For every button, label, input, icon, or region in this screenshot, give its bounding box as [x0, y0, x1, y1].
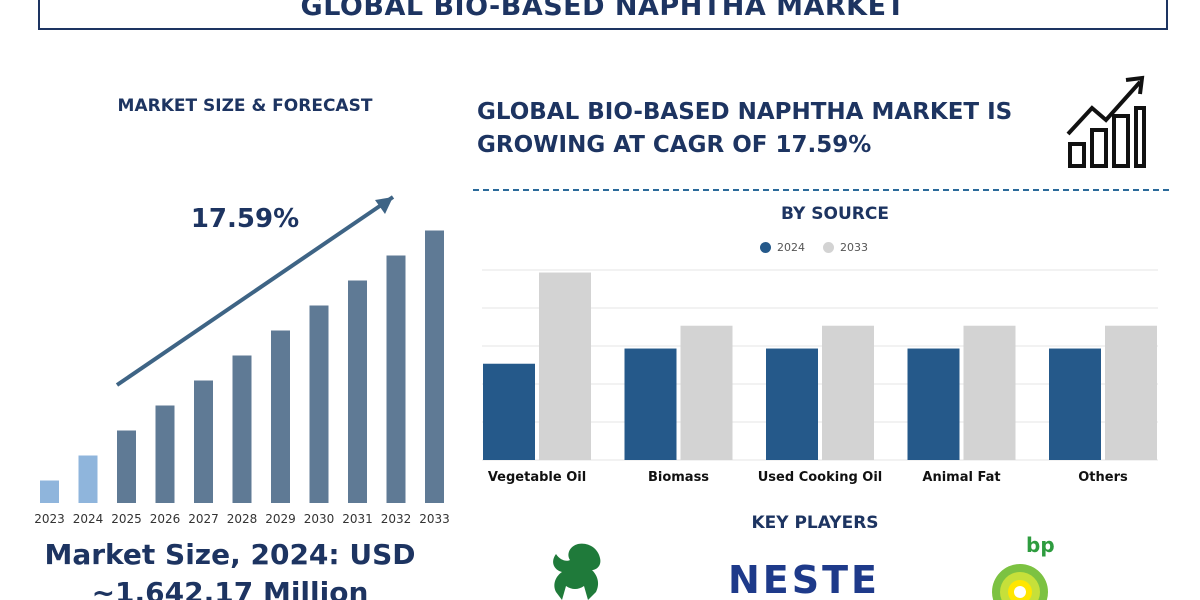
- forecast-bar-2025: [117, 430, 136, 503]
- trend-arrow-icon: [115, 195, 395, 387]
- neste-logo: NESTE: [728, 558, 881, 600]
- source-tick-biomass: Biomass: [648, 470, 709, 485]
- forecast-bar-2032: [386, 255, 406, 503]
- growth-chart-icon: [1066, 75, 1146, 168]
- forecast-bar-2028: [232, 355, 252, 503]
- forecast-tick-2028: 2028: [227, 512, 258, 526]
- forecast-bar-2031: [348, 280, 367, 503]
- forecast-tick-2025: 2025: [111, 512, 142, 526]
- key-players-heading: KEY PLAYERS: [751, 513, 879, 533]
- source-tick-used-cooking-oil: Used Cooking Oil: [758, 470, 883, 485]
- by-source-heading: BY SOURCE: [781, 204, 889, 224]
- forecast-tick-2024: 2024: [73, 512, 104, 526]
- forecast-tick-2023: 2023: [34, 512, 65, 526]
- forecast-bar-2029: [271, 330, 290, 503]
- headline-line-2: GROWING AT CAGR OF 17.59%: [477, 132, 872, 158]
- section-divider: [473, 189, 1169, 191]
- source-bar-2033-used-cooking-oil: [822, 325, 874, 460]
- forecast-tick-2030: 2030: [304, 512, 335, 526]
- title-banner: GLOBAL BIO-BASED NAPHTHA MARKET: [38, 0, 1168, 30]
- source-bar-2024-animal-fat: [907, 348, 960, 460]
- forecast-heading: MARKET SIZE & FORECAST: [117, 96, 373, 116]
- legend-swatch-2033: [823, 242, 834, 253]
- forecast-tick-2027: 2027: [188, 512, 219, 526]
- bp-logo-text: bp: [1026, 533, 1055, 557]
- market-size-summary: Market Size, 2024: USD ~1,642.17 Million: [20, 536, 440, 600]
- source-legend: 2024 2033: [760, 241, 886, 254]
- market-size-line-2: ~1,642.17 Million: [91, 576, 369, 600]
- forecast-bar-2023: [40, 480, 59, 503]
- legend-item-2024: 2024: [760, 241, 805, 254]
- legend-label-2033: 2033: [840, 241, 868, 254]
- forecast-bar-2026: [155, 405, 175, 503]
- source-bar-2033-animal-fat: [963, 325, 1016, 460]
- source-bar-2024-biomass: [624, 348, 677, 460]
- forecast-tick-2031: 2031: [342, 512, 373, 526]
- griffin-logo: [553, 543, 601, 600]
- forecast-bar-chart: 2023 2024 2025 2026 2027 2028 2029 2030 2031 2032…: [34, 195, 450, 526]
- source-bar-2024-used-cooking-oil: [766, 348, 818, 460]
- forecast-tick-2029: 2029: [265, 512, 296, 526]
- forecast-bar-2024: [78, 455, 98, 503]
- source-bar-chart: Vegetable Oil Biomass Used Cooking Oil Anim…: [482, 269, 1158, 485]
- forecast-tick-2026: 2026: [150, 512, 181, 526]
- source-tick-animal-fat: Animal Fat: [922, 470, 1000, 485]
- forecast-tick-2032: 2032: [381, 512, 412, 526]
- source-bar-2033-others: [1105, 325, 1157, 460]
- legend-label-2024: 2024: [777, 241, 805, 254]
- source-tick-vegetable-oil: Vegetable Oil: [488, 470, 586, 485]
- legend-swatch-2024: [760, 242, 771, 253]
- forecast-bar-2033: [425, 230, 444, 503]
- source-tick-others: Others: [1078, 470, 1128, 485]
- cagr-annotation: 17.59%: [191, 204, 299, 234]
- trend-arrowhead: [375, 197, 393, 214]
- source-bar-2033-biomass: [680, 325, 733, 460]
- source-bar-2024-others: [1049, 348, 1101, 460]
- source-bar-2024-vegetable-oil: [483, 363, 535, 460]
- bp-logo: bp: [992, 533, 1055, 600]
- forecast-tick-2033: 2033: [419, 512, 450, 526]
- page-title: GLOBAL BIO-BASED NAPHTHA MARKET: [300, 0, 906, 22]
- source-bar-2033-vegetable-oil: [539, 272, 591, 460]
- forecast-bar-2027: [194, 380, 213, 503]
- legend-item-2033: 2033: [823, 241, 868, 254]
- headline: GLOBAL BIO-BASED NAPHTHA MARKET IS GROWI…: [477, 96, 1077, 162]
- forecast-bar-2030: [309, 305, 329, 503]
- headline-line-1: GLOBAL BIO-BASED NAPHTHA MARKET IS: [477, 99, 1013, 125]
- market-size-line-1: Market Size, 2024: USD: [44, 538, 416, 571]
